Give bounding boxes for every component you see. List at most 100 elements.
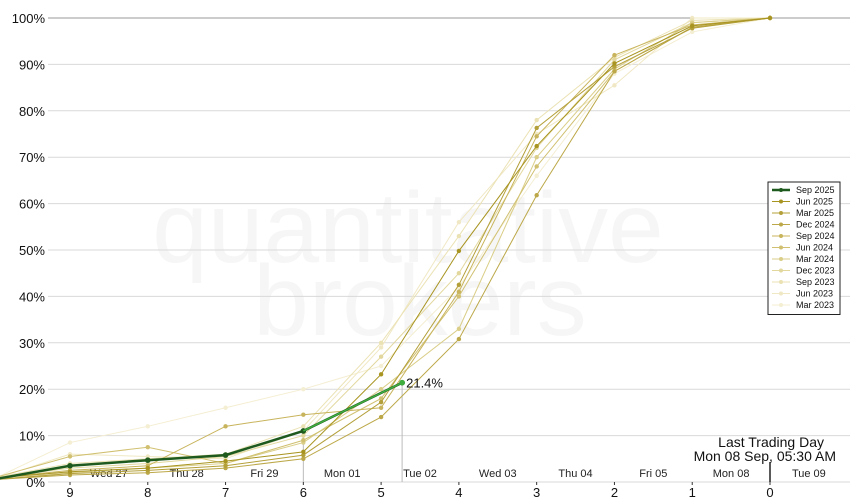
data-point xyxy=(456,289,462,294)
data-point xyxy=(67,454,73,459)
data-point xyxy=(456,294,462,299)
day-label: Fri 29 xyxy=(250,468,278,480)
data-point xyxy=(456,326,462,332)
data-point xyxy=(612,61,617,66)
last-trading-day-date: Mon 08 Sep, 05:30 AM xyxy=(694,448,836,464)
legend-item: Mar 2024 xyxy=(772,254,834,264)
day-label: Mon 08 xyxy=(713,468,750,480)
data-point xyxy=(612,64,617,69)
data-point xyxy=(144,457,151,463)
legend-marker xyxy=(779,291,783,296)
data-point xyxy=(301,438,306,443)
current-value-callout: 21.4% xyxy=(406,376,443,391)
legend-label: Mar 2025 xyxy=(796,208,834,218)
legend-item: Mar 2025 xyxy=(772,208,834,218)
data-point xyxy=(378,340,384,345)
data-point xyxy=(534,143,539,149)
day-label: Tue 09 xyxy=(792,468,826,480)
data-point xyxy=(378,396,384,401)
data-point xyxy=(67,462,73,469)
legend-label: Dec 2024 xyxy=(796,220,835,230)
current-value-label: 21.4% xyxy=(406,376,443,391)
watermark: quantitative brokers xyxy=(152,172,663,357)
data-point xyxy=(612,69,617,74)
legend-label: Jun 2023 xyxy=(796,289,833,299)
y-axis: 0% 10% 20% 30% 40% 50% 60% 70% 80% 90% 100% xyxy=(12,11,46,490)
y-tick-label: 20% xyxy=(19,382,45,397)
y-tick-label: 50% xyxy=(19,243,45,258)
y-tick-label: 70% xyxy=(19,150,45,165)
legend-label: Mar 2023 xyxy=(796,300,834,310)
data-point xyxy=(301,387,306,392)
x-tick-label: 1 xyxy=(689,485,696,500)
data-point xyxy=(378,372,384,377)
y-tick-label: 30% xyxy=(19,336,45,351)
x-tick-label: 9 xyxy=(66,485,73,500)
legend-label: Sep 2023 xyxy=(796,277,835,287)
data-point xyxy=(378,387,384,392)
data-point xyxy=(767,15,773,21)
day-label: Fri 05 xyxy=(639,468,667,480)
x-tick-label: 0 xyxy=(766,485,773,500)
data-point xyxy=(456,248,462,254)
x-tick-label: 4 xyxy=(455,485,462,500)
legend-label: Sep 2024 xyxy=(796,231,835,241)
data-point xyxy=(301,424,306,429)
series-mar-2023 xyxy=(0,15,773,477)
y-tick-label: 100% xyxy=(12,11,46,26)
series-mar-2025 xyxy=(0,15,773,480)
data-point xyxy=(612,57,617,62)
data-point xyxy=(223,405,228,410)
data-point xyxy=(145,424,150,429)
series-jun-2025 xyxy=(0,15,773,479)
legend-label: Mar 2024 xyxy=(796,254,834,264)
current-segment xyxy=(303,382,403,432)
legend-item: Dec 2023 xyxy=(772,266,835,276)
day-label: Wed 03 xyxy=(479,468,517,480)
data-point xyxy=(378,345,384,350)
data-point xyxy=(456,282,462,287)
data-point xyxy=(456,233,462,239)
legend-marker xyxy=(779,234,783,238)
legend-marker xyxy=(779,222,783,227)
data-point xyxy=(223,424,228,429)
data-point xyxy=(301,412,306,417)
last-trading-day-note: Last Trading Day Mon 08 Sep, 05:30 AM xyxy=(694,434,836,464)
day-label: Thu 04 xyxy=(558,468,592,480)
legend-item: Sep 2023 xyxy=(772,277,835,287)
y-tick-label: 90% xyxy=(19,57,45,72)
legend-item: Sep 2025 xyxy=(772,185,835,195)
data-point xyxy=(534,164,539,169)
x-tick-label: 2 xyxy=(611,485,618,500)
data-point xyxy=(301,456,306,461)
x-tick-label: 8 xyxy=(144,485,151,500)
data-point xyxy=(67,469,73,474)
legend-item: Jun 2024 xyxy=(772,243,833,253)
y-tick-label: 10% xyxy=(19,429,45,444)
day-label: Mon 01 xyxy=(324,468,361,480)
data-point xyxy=(534,173,539,178)
legend-marker xyxy=(779,245,783,250)
series-group xyxy=(0,15,773,480)
data-point xyxy=(301,452,306,458)
data-point xyxy=(301,449,306,455)
data-point xyxy=(67,440,73,445)
x-tick-label: 3 xyxy=(533,485,540,500)
data-point xyxy=(534,117,539,123)
legend-item: Jun 2023 xyxy=(772,289,833,299)
data-point xyxy=(378,399,384,405)
data-point xyxy=(690,23,695,29)
data-point xyxy=(145,445,150,450)
legend-marker xyxy=(779,257,783,261)
data-point xyxy=(534,125,539,131)
legend-marker xyxy=(779,268,783,273)
data-point xyxy=(612,83,617,88)
data-point xyxy=(223,463,228,468)
data-point xyxy=(456,336,462,342)
series-sep-2025 xyxy=(0,379,405,480)
legend-label: Jun 2024 xyxy=(796,243,833,253)
legend-item: Dec 2024 xyxy=(772,220,835,230)
data-point xyxy=(690,29,695,35)
